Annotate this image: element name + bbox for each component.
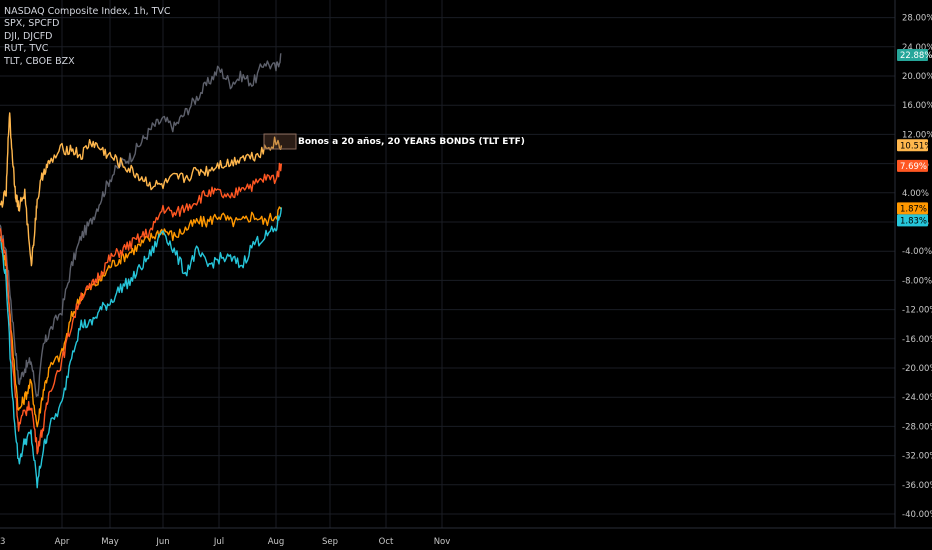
y-tick-label: 24.00%: [902, 43, 932, 53]
last-value-badge: 1.87%: [897, 202, 928, 215]
x-tick-label: May: [101, 537, 119, 547]
x-tick-label: Nov: [434, 537, 451, 547]
y-tick-label: -4.00%: [902, 247, 932, 257]
series-line-nasdaq-composite-index: [0, 53, 282, 397]
legend: NASDAQ Composite Index, 1h, TVC SPX, SPC…: [4, 6, 171, 68]
annotation-text: Bonos a 20 años, 20 YEARS BONDS (TLT ETF…: [298, 137, 525, 147]
series-line-tlt: [0, 112, 283, 267]
x-tick-label: Aug: [268, 537, 285, 547]
y-tick-label: 16.00%: [902, 101, 932, 111]
y-tick-label: -28.00%: [902, 422, 932, 432]
y-tick-label: 12.00%: [902, 130, 932, 140]
x-tick-label: Jun: [155, 537, 169, 547]
x-tick-label: 3: [0, 537, 5, 547]
x-axis[interactable]: 3 Apr May Jun Jul Aug Sep Oct Nov: [0, 537, 450, 547]
last-value-label: 10.51%: [900, 141, 932, 151]
y-axis[interactable]: 28.00%24.00%20.00%16.00%12.00%8.00%4.00%…: [902, 14, 932, 520]
legend-item-rut[interactable]: RUT, TVC: [4, 43, 49, 55]
last-value-badge: 7.69%: [897, 159, 928, 172]
last-value-label: 7.69%: [900, 162, 927, 172]
series-layer: [0, 53, 283, 489]
last-value-label: 1.83%: [900, 216, 927, 226]
legend-item-tlt[interactable]: TLT, CBOE BZX: [4, 55, 75, 67]
last-value-label: 22.88%: [900, 51, 932, 61]
y-tick-label: -36.00%: [902, 481, 932, 491]
x-tick-label: Oct: [379, 537, 394, 547]
series-line-spx: [0, 206, 283, 428]
y-tick-label: -32.00%: [902, 452, 932, 462]
last-value-badge: 1.83%: [897, 214, 928, 227]
last-value-badge: 10.51%: [897, 139, 932, 152]
x-tick-label: Jul: [213, 537, 224, 547]
y-tick-label: 28.00%: [902, 14, 932, 24]
x-tick-label: Apr: [55, 537, 70, 547]
y-tick-label: 4.00%: [902, 189, 929, 199]
y-tick-label: -40.00%: [902, 510, 932, 520]
annotation-box[interactable]: [263, 133, 297, 150]
y-tick-label: 20.00%: [902, 72, 932, 82]
y-tick-label: -16.00%: [902, 335, 932, 345]
y-tick-label: -20.00%: [902, 364, 932, 374]
legend-item-dji[interactable]: DJI, DJCFD: [4, 30, 53, 42]
grid-lines: [0, 0, 895, 528]
last-value-badge: 22.88%: [897, 48, 932, 61]
last-value-badges: 22.88% 10.51% 7.69% 1.87% 1.83%: [897, 48, 932, 227]
legend-item-nasdaq[interactable]: NASDAQ Composite Index, 1h, TVC: [4, 6, 171, 17]
x-tick-label: Sep: [322, 537, 338, 547]
legend-item-spx[interactable]: SPX, SPCFD: [4, 18, 60, 30]
series-line-rut: [0, 162, 283, 455]
series-line-dji: [0, 207, 283, 489]
y-tick-label: -24.00%: [902, 393, 932, 403]
y-tick-label: -8.00%: [902, 276, 932, 286]
last-value-label: 1.87%: [900, 204, 927, 214]
y-tick-label: -12.00%: [902, 306, 932, 316]
annotation[interactable]: Bonos a 20 años, 20 YEARS BONDS (TLT ETF…: [263, 133, 525, 150]
